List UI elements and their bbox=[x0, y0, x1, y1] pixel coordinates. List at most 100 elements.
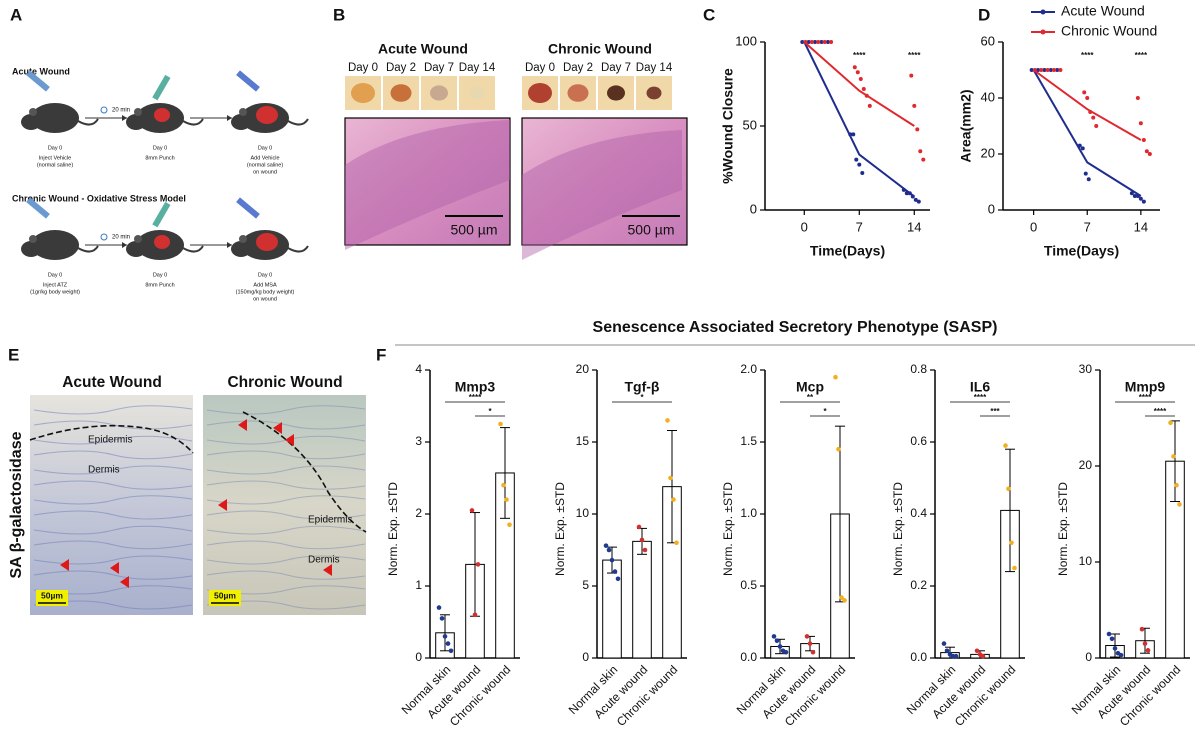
data-dot bbox=[1109, 636, 1115, 642]
data-dot bbox=[1147, 152, 1152, 156]
data-dot bbox=[1048, 68, 1053, 72]
y-tick-label: 0 bbox=[988, 201, 995, 216]
x-tick-label: 0 bbox=[1030, 219, 1037, 234]
data-dot bbox=[806, 40, 811, 44]
data-dot bbox=[864, 93, 869, 98]
data-dot bbox=[1168, 420, 1173, 426]
marker bbox=[323, 564, 332, 576]
data-dot bbox=[1003, 443, 1008, 448]
mouse-ear bbox=[239, 235, 247, 243]
fiber bbox=[206, 480, 366, 490]
data-dot bbox=[1045, 68, 1050, 72]
data-dot bbox=[1058, 68, 1063, 72]
y-tick-label: 0.0 bbox=[910, 650, 927, 664]
chart-title: IL6 bbox=[970, 379, 990, 395]
step-day: Day 0 bbox=[258, 145, 272, 151]
data-dot bbox=[507, 522, 512, 528]
data-dot bbox=[615, 576, 621, 582]
marker bbox=[285, 434, 294, 446]
mouse-tail bbox=[77, 118, 99, 126]
fiber bbox=[33, 495, 193, 505]
fiber bbox=[206, 405, 366, 415]
mouse-ear bbox=[134, 108, 142, 116]
histology bbox=[344, 117, 511, 246]
y-tick-label: 20 bbox=[981, 145, 995, 160]
syringe bbox=[26, 197, 50, 219]
fiber bbox=[33, 540, 193, 550]
fiber bbox=[33, 435, 193, 445]
data-dot bbox=[636, 524, 642, 530]
chart-title: Mmp3 bbox=[455, 379, 496, 395]
y-axis-label: Norm. Exp. ±STD bbox=[721, 482, 735, 576]
y-tick-label: 0.2 bbox=[910, 578, 927, 592]
step-label: (normal saline) bbox=[247, 162, 284, 168]
image-title: Acute Wound bbox=[62, 374, 162, 391]
data-dot bbox=[829, 40, 834, 44]
data-dot bbox=[1112, 646, 1118, 651]
fiber bbox=[33, 570, 193, 580]
data-dot bbox=[1012, 565, 1017, 571]
wound-photo-spot bbox=[646, 86, 662, 100]
significance: ** bbox=[807, 393, 814, 402]
fiber bbox=[33, 405, 193, 415]
chart-title: Mcp bbox=[796, 379, 824, 395]
data-dot bbox=[1145, 648, 1151, 653]
data-dot bbox=[803, 40, 808, 44]
boundary bbox=[29, 424, 194, 454]
data-dot bbox=[848, 132, 853, 137]
fiber bbox=[206, 495, 366, 505]
data-dot bbox=[974, 648, 980, 654]
data-dot bbox=[854, 157, 859, 162]
data-dot bbox=[1009, 540, 1014, 546]
data-dot bbox=[1094, 124, 1099, 128]
fiber bbox=[33, 555, 193, 565]
wound-photo-spot bbox=[390, 84, 412, 102]
data-dot bbox=[603, 543, 609, 548]
group-title: Acute Wound bbox=[378, 41, 468, 57]
mouse-tail bbox=[287, 118, 309, 126]
y-tick-label: 0.4 bbox=[910, 506, 927, 520]
marker bbox=[218, 499, 227, 511]
series-line bbox=[1033, 69, 1142, 141]
data-dot bbox=[612, 569, 618, 574]
legend-label: Acute Wound bbox=[1061, 3, 1145, 19]
data-dot bbox=[980, 653, 986, 659]
layer-label: Epidermis bbox=[88, 435, 132, 446]
series-line bbox=[803, 41, 915, 127]
data-dot bbox=[504, 497, 509, 502]
data-dot bbox=[800, 40, 805, 44]
data-dot bbox=[469, 508, 475, 513]
y-tick-label: 4 bbox=[415, 362, 422, 376]
data-dot bbox=[809, 40, 814, 44]
wound-photo-spot bbox=[351, 83, 375, 103]
y-tick-label: 0 bbox=[750, 201, 757, 216]
wound-photo-spot bbox=[528, 83, 552, 103]
y-tick-label: 30 bbox=[1079, 362, 1093, 376]
data-dot bbox=[1171, 454, 1176, 459]
mouse-tail bbox=[287, 245, 309, 253]
y-tick-label: 0.8 bbox=[910, 362, 927, 376]
significance: * bbox=[823, 407, 827, 416]
panel-label: D bbox=[978, 5, 990, 24]
x-tick-label: 14 bbox=[1134, 219, 1148, 234]
step-day: Day 0 bbox=[48, 145, 62, 151]
y-tick-label: 1.0 bbox=[740, 506, 757, 520]
sasp-title: Senescence Associated Secretory Phenotyp… bbox=[593, 319, 998, 336]
data-dot bbox=[1082, 90, 1087, 95]
data-dot bbox=[642, 547, 648, 553]
data-dot bbox=[855, 70, 860, 75]
panel-label: F bbox=[376, 345, 386, 364]
data-dot bbox=[901, 187, 906, 192]
data-dot bbox=[915, 127, 920, 132]
significance: **** bbox=[1135, 51, 1148, 60]
data-dot bbox=[498, 421, 503, 427]
data-dot bbox=[1036, 68, 1041, 72]
significance: *** bbox=[990, 407, 1000, 416]
y-tick-label: 0 bbox=[1085, 650, 1092, 664]
panel-label: A bbox=[10, 5, 22, 24]
x-tick-label: 0 bbox=[801, 219, 808, 234]
arrow-head bbox=[122, 242, 127, 248]
fiber bbox=[206, 525, 366, 535]
data-dot bbox=[1135, 96, 1140, 100]
